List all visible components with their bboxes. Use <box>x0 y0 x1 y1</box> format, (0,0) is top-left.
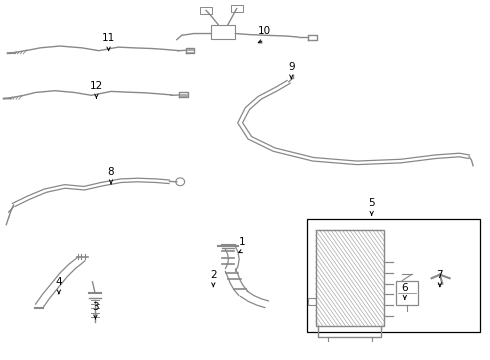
Text: 11: 11 <box>102 33 115 43</box>
Bar <box>396 281 418 305</box>
Text: 10: 10 <box>258 26 271 36</box>
Bar <box>231 5 243 12</box>
Bar <box>211 24 235 39</box>
Text: 7: 7 <box>437 270 443 280</box>
Text: 6: 6 <box>401 283 408 293</box>
Text: 9: 9 <box>288 62 294 72</box>
Text: 4: 4 <box>55 277 62 287</box>
Bar <box>307 219 480 332</box>
Text: 3: 3 <box>92 302 99 312</box>
Bar <box>200 7 212 14</box>
Text: 5: 5 <box>368 198 375 208</box>
Text: 12: 12 <box>90 81 103 91</box>
Text: 2: 2 <box>210 270 217 280</box>
Text: 1: 1 <box>239 237 246 247</box>
Bar <box>316 230 384 327</box>
Text: 8: 8 <box>108 167 114 177</box>
